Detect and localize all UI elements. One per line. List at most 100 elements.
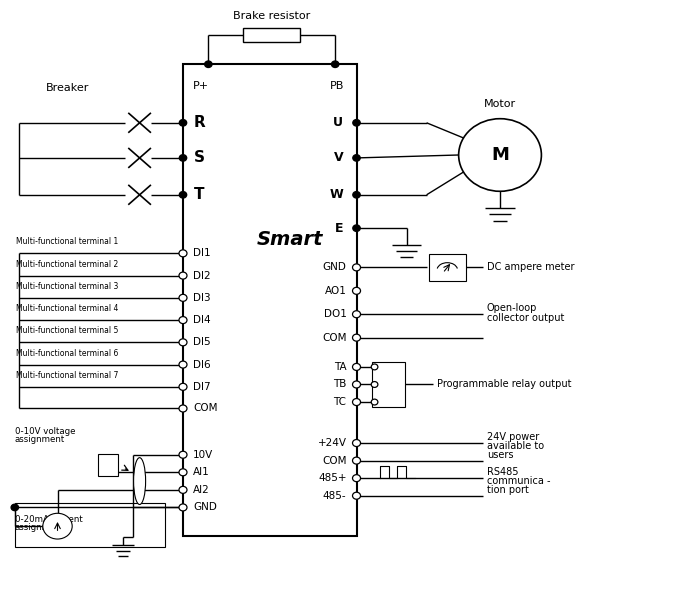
Text: P+: P+ xyxy=(193,81,209,91)
Text: W: W xyxy=(329,189,343,202)
Circle shape xyxy=(458,119,541,191)
Circle shape xyxy=(179,339,187,346)
Circle shape xyxy=(353,363,361,371)
Bar xyxy=(183,64,357,535)
Text: Multi-functional terminal 3: Multi-functional terminal 3 xyxy=(16,282,118,291)
Text: RS485: RS485 xyxy=(487,467,518,478)
Circle shape xyxy=(371,399,378,405)
Circle shape xyxy=(179,504,187,511)
Text: TA: TA xyxy=(334,362,347,372)
Circle shape xyxy=(179,361,187,368)
Text: AI2: AI2 xyxy=(193,485,210,495)
Circle shape xyxy=(179,272,187,279)
Text: GND: GND xyxy=(193,502,217,512)
Circle shape xyxy=(179,250,187,257)
Circle shape xyxy=(332,61,339,67)
Circle shape xyxy=(179,155,186,161)
Bar xyxy=(15,504,165,547)
Circle shape xyxy=(353,287,361,294)
Text: DI7: DI7 xyxy=(193,382,211,392)
Text: DI1: DI1 xyxy=(193,248,211,258)
Text: COM: COM xyxy=(322,333,347,343)
Text: COM: COM xyxy=(193,404,217,414)
Circle shape xyxy=(179,294,187,301)
Circle shape xyxy=(353,334,361,341)
Text: communica -: communica - xyxy=(487,476,550,486)
Text: DI5: DI5 xyxy=(193,337,211,348)
Text: Multi-functional terminal 7: Multi-functional terminal 7 xyxy=(16,371,118,380)
Text: DI2: DI2 xyxy=(193,271,211,281)
Text: T: T xyxy=(194,187,204,202)
Circle shape xyxy=(353,381,361,388)
Text: S: S xyxy=(194,151,205,165)
Text: users: users xyxy=(487,450,513,460)
Text: assignment: assignment xyxy=(15,523,65,532)
Text: assignment: assignment xyxy=(15,435,65,444)
Text: 0-20mA current: 0-20mA current xyxy=(15,515,83,524)
Text: Motor: Motor xyxy=(484,99,516,109)
Circle shape xyxy=(179,486,187,493)
Text: Multi-functional terminal 5: Multi-functional terminal 5 xyxy=(16,326,118,335)
Circle shape xyxy=(371,382,378,388)
Text: DC ampere meter: DC ampere meter xyxy=(487,262,574,272)
Text: U: U xyxy=(333,116,343,129)
Text: E: E xyxy=(334,222,343,235)
Circle shape xyxy=(179,384,187,390)
Text: Open-loop: Open-loop xyxy=(487,303,537,313)
Circle shape xyxy=(179,451,187,458)
Text: Multi-functional terminal 1: Multi-functional terminal 1 xyxy=(16,238,118,246)
Text: PB: PB xyxy=(330,81,345,91)
Text: V: V xyxy=(334,151,343,164)
Text: Smart: Smart xyxy=(256,230,323,249)
Text: GND: GND xyxy=(322,262,347,272)
Text: 10V: 10V xyxy=(193,450,213,460)
Text: Programmable relay output: Programmable relay output xyxy=(437,379,571,389)
Text: 0-10V voltage: 0-10V voltage xyxy=(15,427,75,436)
Text: 485+: 485+ xyxy=(318,473,347,483)
Ellipse shape xyxy=(134,457,145,505)
Text: DI6: DI6 xyxy=(193,359,211,369)
Text: M: M xyxy=(491,146,509,164)
Circle shape xyxy=(353,457,361,464)
Circle shape xyxy=(353,264,361,271)
Circle shape xyxy=(353,191,360,198)
Circle shape xyxy=(179,191,186,198)
Circle shape xyxy=(179,405,187,412)
Circle shape xyxy=(353,475,361,482)
Circle shape xyxy=(353,398,361,405)
Text: TB: TB xyxy=(333,379,347,389)
Text: +24V: +24V xyxy=(318,438,347,448)
Text: DI3: DI3 xyxy=(193,293,211,303)
Text: Multi-functional terminal 4: Multi-functional terminal 4 xyxy=(16,304,118,313)
Circle shape xyxy=(353,155,360,161)
Circle shape xyxy=(179,119,186,126)
Circle shape xyxy=(205,61,212,67)
Text: AO1: AO1 xyxy=(324,286,347,296)
Bar xyxy=(372,362,405,407)
Text: AI1: AI1 xyxy=(193,467,210,478)
Circle shape xyxy=(43,514,72,539)
Text: COM: COM xyxy=(322,456,347,466)
Text: Multi-functional terminal 6: Multi-functional terminal 6 xyxy=(16,349,118,358)
Text: available to: available to xyxy=(487,441,544,451)
Bar xyxy=(429,254,466,281)
Circle shape xyxy=(353,440,361,447)
Bar xyxy=(244,28,300,42)
Circle shape xyxy=(353,492,361,499)
Text: Multi-functional terminal 2: Multi-functional terminal 2 xyxy=(16,259,118,268)
Circle shape xyxy=(371,364,378,370)
Text: DO1: DO1 xyxy=(324,309,347,319)
Circle shape xyxy=(11,504,18,511)
Text: Breaker: Breaker xyxy=(46,83,90,93)
Text: R: R xyxy=(194,115,205,130)
Text: 24V power: 24V power xyxy=(487,432,539,442)
Circle shape xyxy=(179,469,187,476)
Bar xyxy=(98,453,118,476)
Circle shape xyxy=(353,311,361,318)
Circle shape xyxy=(353,225,360,232)
Text: TC: TC xyxy=(334,397,347,407)
Circle shape xyxy=(179,317,187,324)
Text: tion port: tion port xyxy=(487,485,528,495)
Text: Brake resistor: Brake resistor xyxy=(233,11,310,21)
Text: 485-: 485- xyxy=(323,491,347,501)
